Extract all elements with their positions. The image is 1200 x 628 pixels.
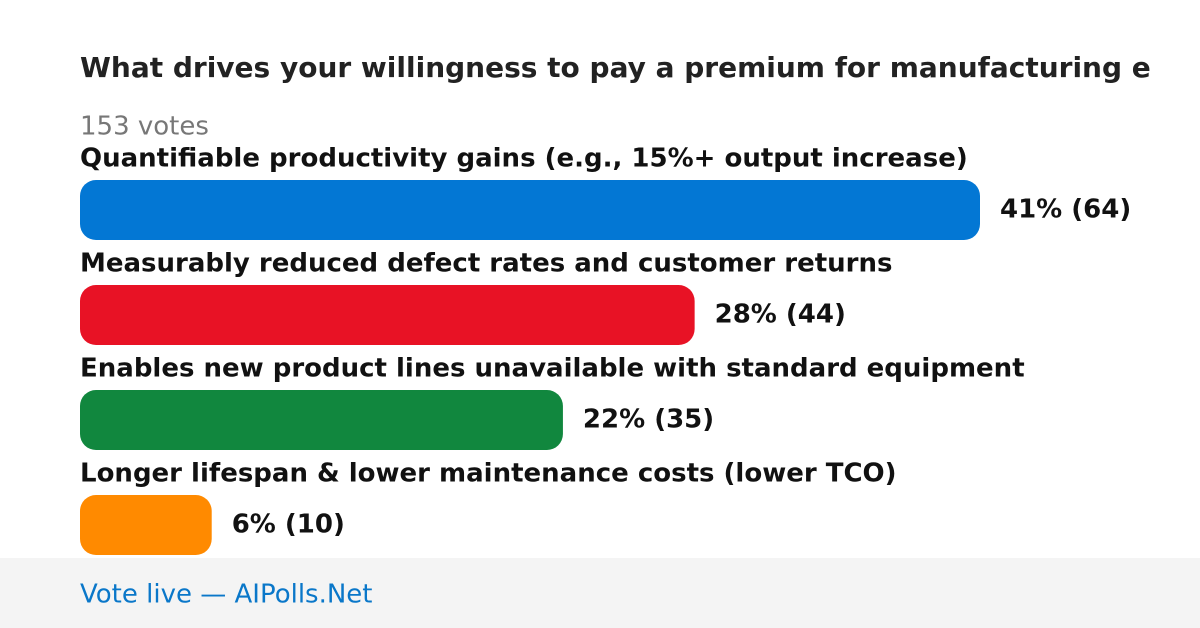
value-label: 6% (10) <box>232 510 345 540</box>
option-label: Longer lifespan & lower maintenance cost… <box>80 459 897 489</box>
option-label: Quantifiable productivity gains (e.g., 1… <box>80 144 968 174</box>
value-label: 28% (44) <box>715 300 846 330</box>
poll-title: What drives your willingness to pay a pr… <box>80 51 1151 84</box>
option-label: Enables new product lines unavailable wi… <box>80 354 1025 384</box>
bar <box>80 285 695 345</box>
bar <box>80 390 563 450</box>
vote-count: 153 votes <box>80 112 209 142</box>
bar <box>80 180 980 240</box>
value-label: 41% (64) <box>1000 195 1131 225</box>
footer-link[interactable]: Vote live — AIPolls.Net <box>80 580 373 610</box>
footer-band <box>0 558 1200 628</box>
bar <box>80 495 212 555</box>
value-label: 22% (35) <box>583 405 714 435</box>
option-label: Measurably reduced defect rates and cust… <box>80 249 892 279</box>
